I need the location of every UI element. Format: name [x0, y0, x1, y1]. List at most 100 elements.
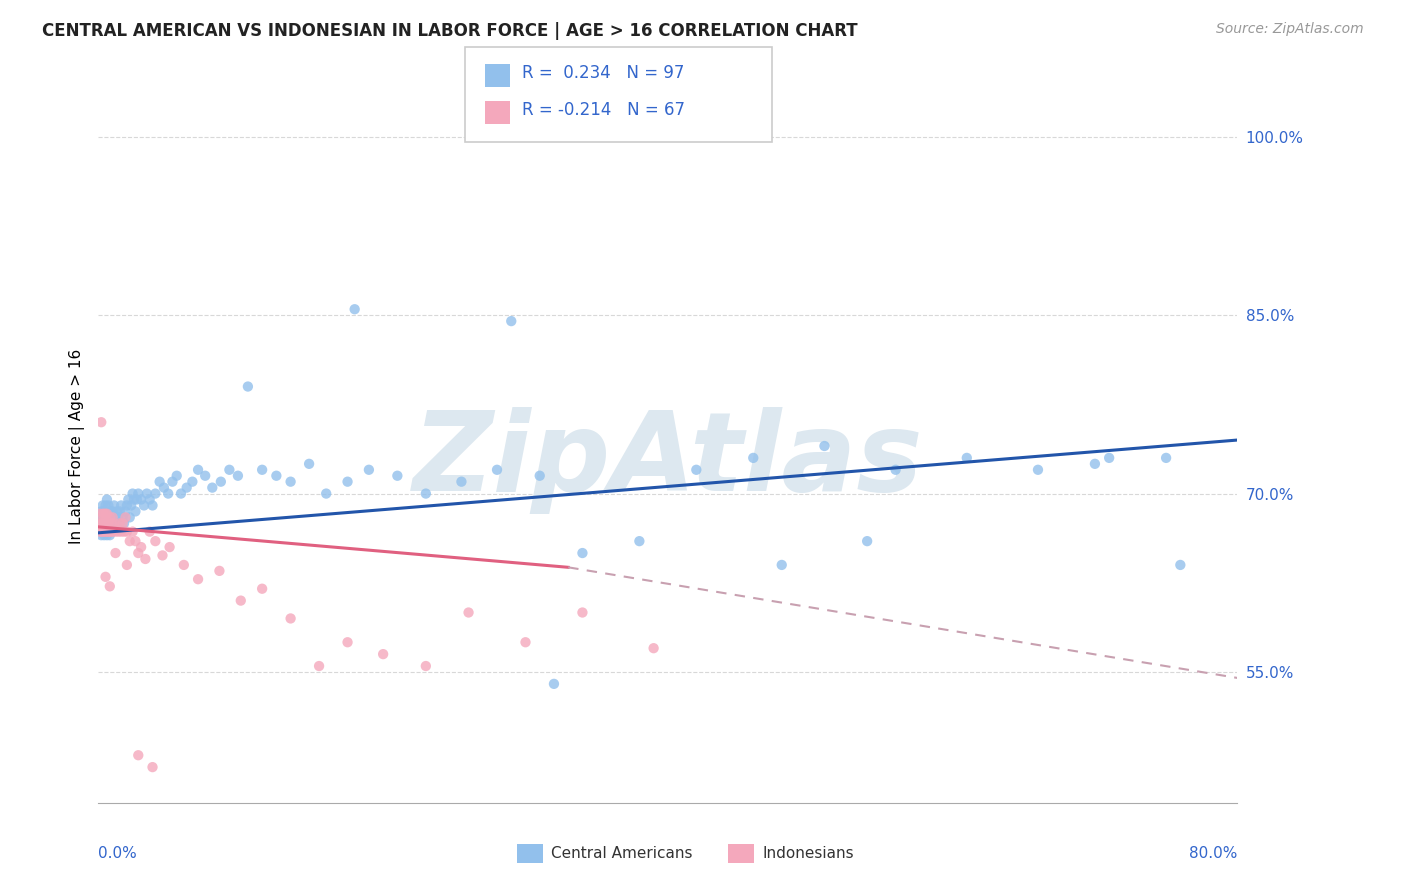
Point — [98, 510, 121, 524]
Point — [187, 463, 209, 477]
Point — [201, 481, 224, 495]
Text: CENTRAL AMERICAN VS INDONESIAN IN LABOR FORCE | AGE > 16 CORRELATION CHART: CENTRAL AMERICAN VS INDONESIAN IN LABOR … — [42, 22, 858, 40]
Point — [515, 635, 537, 649]
Point — [176, 481, 198, 495]
Point — [129, 540, 152, 554]
Point — [91, 522, 114, 536]
Point — [229, 593, 252, 607]
Point — [250, 582, 273, 596]
Point — [103, 516, 125, 531]
Point — [107, 510, 129, 524]
Point — [194, 468, 217, 483]
Point — [141, 760, 163, 774]
Point — [884, 463, 907, 477]
Text: 80.0%: 80.0% — [1189, 846, 1237, 861]
Text: Source: ZipAtlas.com: Source: ZipAtlas.com — [1216, 22, 1364, 37]
Point — [266, 468, 288, 483]
Point — [89, 524, 111, 539]
Point — [162, 475, 184, 489]
Point — [94, 507, 117, 521]
Point — [103, 516, 125, 531]
Point — [770, 558, 793, 572]
Point — [103, 499, 125, 513]
Point — [218, 463, 240, 477]
Point — [280, 611, 302, 625]
Point — [742, 450, 765, 465]
Point — [457, 606, 479, 620]
Point — [108, 504, 131, 518]
Point — [91, 524, 114, 539]
Point — [250, 463, 273, 477]
Point — [93, 516, 115, 531]
Point — [571, 546, 593, 560]
Point — [152, 549, 174, 563]
Point — [90, 524, 112, 539]
Point — [336, 475, 359, 489]
Point — [226, 468, 249, 483]
Point — [856, 534, 879, 549]
Text: Indonesians: Indonesians — [762, 847, 853, 861]
Point — [101, 510, 124, 524]
Point — [166, 468, 188, 483]
Point — [107, 524, 129, 539]
Point — [91, 510, 114, 524]
Point — [93, 524, 115, 539]
Point — [1098, 450, 1121, 465]
Point — [187, 572, 209, 586]
Point — [166, 807, 188, 822]
Point — [571, 606, 593, 620]
Point — [98, 579, 121, 593]
Point — [170, 486, 193, 500]
Point — [89, 516, 111, 531]
Point — [94, 510, 117, 524]
Point — [114, 504, 136, 518]
Point — [1084, 457, 1107, 471]
Point — [91, 499, 114, 513]
Point — [100, 516, 122, 531]
Point — [124, 504, 146, 518]
Point — [93, 516, 115, 531]
Point — [415, 486, 437, 500]
Point — [108, 522, 131, 536]
Point — [97, 516, 120, 531]
Point — [94, 522, 117, 536]
Point — [813, 439, 835, 453]
Point — [141, 499, 163, 513]
Point — [118, 510, 141, 524]
Point — [117, 492, 139, 507]
Point — [956, 450, 979, 465]
Point — [373, 647, 395, 661]
Point — [110, 499, 132, 513]
Point — [91, 507, 114, 521]
Point — [501, 314, 523, 328]
Point — [357, 463, 380, 477]
Point — [93, 528, 115, 542]
Point — [96, 507, 118, 521]
Point — [104, 510, 127, 524]
Point — [120, 499, 142, 513]
Point — [104, 524, 127, 539]
Point — [118, 534, 141, 549]
Point — [100, 504, 122, 518]
Point — [125, 492, 148, 507]
Text: R = -0.214   N = 67: R = -0.214 N = 67 — [522, 101, 685, 119]
Point — [208, 564, 231, 578]
Text: Central Americans: Central Americans — [551, 847, 693, 861]
Point — [115, 524, 138, 539]
Point — [1154, 450, 1177, 465]
Point — [108, 516, 131, 531]
Point — [127, 748, 149, 763]
Point — [94, 516, 117, 531]
Point — [89, 522, 111, 536]
Point — [336, 635, 359, 649]
Point — [1170, 558, 1192, 572]
Point — [94, 570, 117, 584]
Point — [111, 516, 134, 531]
Point — [132, 499, 155, 513]
Point — [115, 499, 138, 513]
Point — [298, 457, 321, 471]
Point — [122, 492, 145, 507]
Point — [628, 534, 651, 549]
Point — [100, 524, 122, 539]
Point — [135, 486, 157, 500]
